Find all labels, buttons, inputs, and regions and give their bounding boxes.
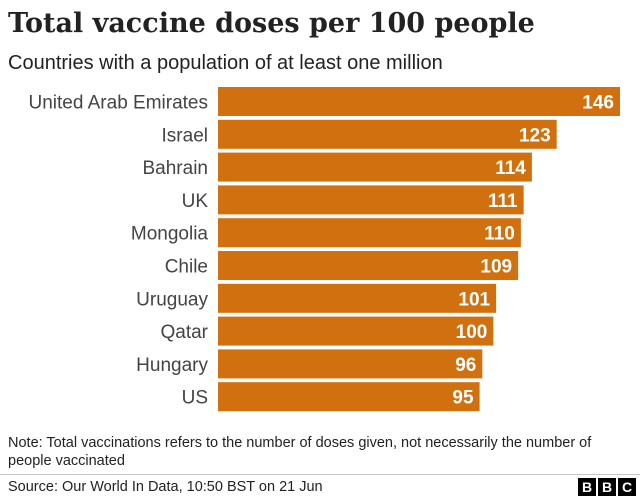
bar [218, 316, 494, 346]
data-label: 123 [519, 125, 551, 146]
bar [218, 185, 524, 215]
data-label: 96 [455, 355, 476, 376]
category-label: Chile [165, 257, 208, 278]
data-label: 95 [452, 388, 474, 409]
data-label: 146 [582, 93, 614, 114]
bbc-logo-letter: B [578, 478, 596, 496]
data-label: 110 [484, 224, 515, 245]
category-label: UK [182, 191, 209, 212]
category-label: Hungary [136, 355, 208, 376]
data-label: 114 [495, 158, 526, 179]
category-label: Qatar [160, 322, 208, 343]
chart-subtitle: Countries with a population of at least … [8, 52, 443, 74]
data-label: 101 [458, 289, 490, 310]
bar [218, 382, 480, 412]
chart-note: Note: Total vaccinations refers to the n… [8, 435, 592, 469]
data-label: 109 [480, 257, 512, 278]
bar [218, 119, 557, 149]
bar [218, 152, 532, 182]
category-label: United Arab Emirates [28, 93, 208, 114]
category-label: US [182, 388, 208, 409]
bar-chart: United Arab Emirates 146 Israel 123 Bahrain 1… [28, 87, 620, 412]
data-label: 111 [488, 191, 518, 212]
chart-title: Total vaccine doses per 100 people [8, 8, 535, 39]
source-text: Source: Our World In Data, 10:50 BST on … [8, 479, 323, 495]
bar [218, 87, 620, 116]
category-label: Uruguay [136, 289, 208, 310]
bar [218, 251, 519, 280]
bbc-logo-letter: B [598, 478, 616, 496]
bar [218, 218, 521, 248]
footer-divider [0, 474, 640, 475]
data-label: 100 [456, 322, 488, 343]
category-label: Israel [162, 125, 208, 146]
bar [218, 349, 483, 379]
category-label: Mongolia [131, 224, 209, 245]
category-label: Bahrain [143, 158, 209, 179]
bbc-logo-letter: C [618, 478, 636, 496]
bar [218, 283, 497, 313]
bbc-logo: B B C [578, 478, 636, 496]
